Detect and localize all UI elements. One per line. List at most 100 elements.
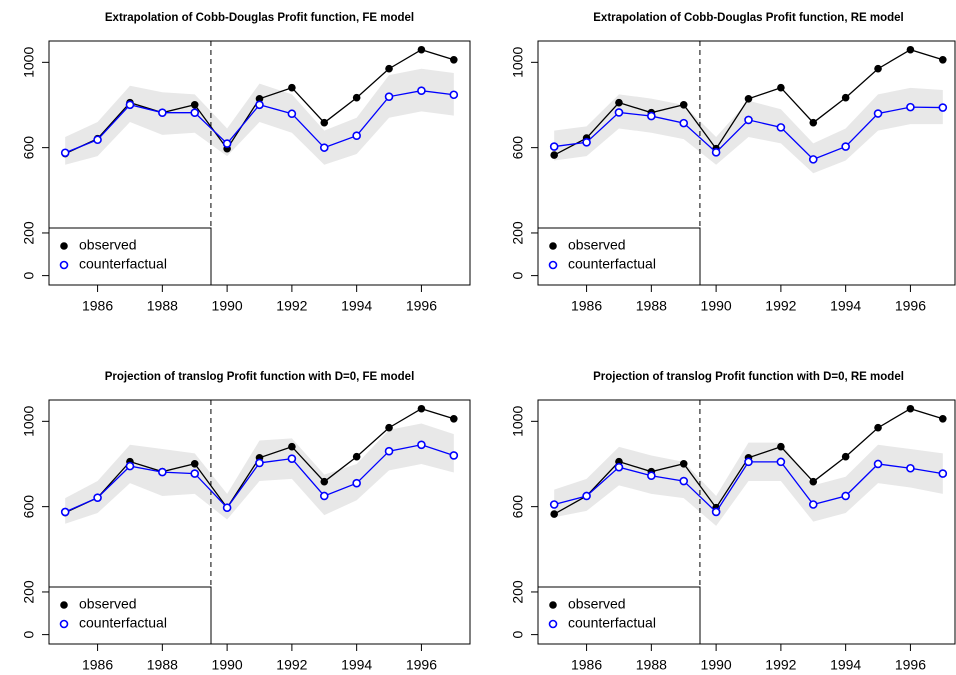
x-tick-label: 1988 (636, 298, 667, 314)
legend-marker (549, 601, 557, 609)
legend-marker (548, 260, 558, 270)
plot-box (537, 399, 956, 645)
point (417, 404, 426, 413)
y-tick-label: 200 (21, 580, 37, 604)
chart-title: Projection of translog Profit function w… (593, 371, 904, 383)
point (711, 148, 721, 157)
point (288, 83, 296, 92)
legend-marker (59, 260, 69, 270)
point (647, 471, 656, 481)
legend-label: counterfactual (79, 615, 167, 631)
point (841, 93, 850, 102)
point (450, 414, 458, 423)
point (449, 451, 459, 460)
point (679, 118, 689, 128)
panel: Projection of translog Profit function w… (21, 371, 471, 673)
plot-box (48, 399, 471, 645)
point (776, 123, 786, 132)
x-tick-label: 1988 (147, 657, 178, 673)
point (776, 457, 786, 467)
y-tick-label: 1000 (510, 406, 526, 437)
point (550, 151, 558, 159)
x-tick-label: 1994 (341, 298, 372, 314)
point (679, 100, 688, 109)
x-tick-label: 1986 (82, 657, 113, 673)
point (614, 108, 624, 117)
point (450, 55, 458, 64)
y-tick-label: 1000 (21, 406, 37, 437)
point (938, 103, 948, 112)
point (93, 135, 102, 145)
y-tick-label: 1000 (510, 47, 526, 78)
x-tick-label: 1990 (212, 298, 243, 314)
point (647, 111, 656, 121)
point (744, 115, 753, 125)
point (319, 143, 329, 152)
point (809, 477, 818, 486)
point (841, 142, 850, 151)
legend-marker (548, 619, 558, 629)
point (222, 139, 232, 148)
plot-box (537, 40, 956, 286)
point (384, 92, 394, 101)
point (679, 459, 688, 468)
point (549, 500, 559, 509)
panel: Extrapolation of Cobb-Douglas Profit fun… (21, 12, 471, 314)
point (873, 459, 883, 469)
confidence-band (554, 442, 943, 526)
point (352, 478, 361, 488)
point (385, 423, 393, 432)
point (320, 118, 329, 127)
point (320, 477, 329, 486)
x-tick-label: 1990 (212, 657, 243, 673)
point (319, 491, 329, 501)
point (744, 457, 753, 467)
x-tick-label: 1992 (276, 298, 307, 314)
x-tick-label: 1988 (147, 298, 178, 314)
point (417, 86, 426, 95)
point (777, 83, 785, 92)
chart-title: Projection of translog Profit function w… (105, 371, 415, 383)
legend-label: observed (568, 237, 626, 253)
chart-title: Extrapolation of Cobb-Douglas Profit fun… (105, 12, 414, 24)
point (158, 108, 167, 117)
confidence-band (65, 68, 454, 165)
point (808, 500, 818, 509)
x-tick-label: 1994 (341, 657, 372, 673)
y-tick-label: 200 (21, 221, 37, 245)
chart-title: Extrapolation of Cobb-Douglas Profit fun… (593, 12, 904, 24)
x-tick-label: 1986 (571, 298, 602, 314)
legend-marker (549, 242, 557, 250)
x-tick-label: 1994 (830, 657, 861, 673)
point (711, 507, 721, 517)
point (417, 440, 426, 450)
point (809, 118, 818, 127)
point (158, 467, 167, 477)
point (125, 461, 135, 471)
legend-label: counterfactual (568, 256, 656, 272)
point (874, 423, 882, 432)
y-tick-label: 0 (21, 272, 37, 280)
point (287, 109, 297, 119)
x-tick-label: 1990 (701, 657, 732, 673)
panel: Projection of translog Profit function w… (510, 371, 956, 673)
point (190, 469, 200, 478)
point (60, 507, 70, 517)
point (190, 100, 199, 109)
y-tick-label: 600 (21, 495, 37, 519)
x-tick-label: 1992 (765, 298, 796, 314)
y-tick-label: 0 (510, 272, 526, 280)
point (906, 463, 915, 473)
point (449, 90, 459, 100)
point (906, 102, 915, 112)
point (93, 493, 102, 502)
point (384, 446, 394, 456)
point (385, 64, 393, 73)
legend-marker (60, 601, 68, 609)
x-tick-label: 1994 (830, 298, 861, 314)
y-tick-label: 600 (510, 495, 526, 519)
point (417, 45, 426, 54)
point (744, 95, 753, 103)
legend-label: observed (568, 596, 626, 612)
